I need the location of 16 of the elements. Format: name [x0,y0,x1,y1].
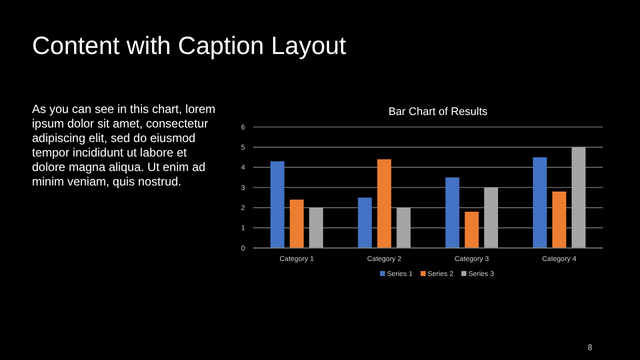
chart-title: Bar Chart of Results [388,106,488,118]
bar [532,157,547,248]
text: 8 [588,343,593,352]
bar [358,198,372,248]
bar [572,147,586,248]
bar [396,208,411,248]
bar [464,212,479,248]
bar [309,208,324,248]
bar [552,192,566,248]
bar [484,188,498,248]
bar [290,200,304,248]
bar [445,177,460,248]
text: Content with Caption Layout [32,32,346,60]
bar [377,159,392,248]
text: As you can see in this chart, lorem ipsum dolor sit amet, consectetur adipiscing elit, sed do eiusmod tempor incididunt ut labore et dolore magna aliqua. Ut enim ad minim veniam, quis nostrud. [32,102,216,188]
bar [270,161,284,248]
